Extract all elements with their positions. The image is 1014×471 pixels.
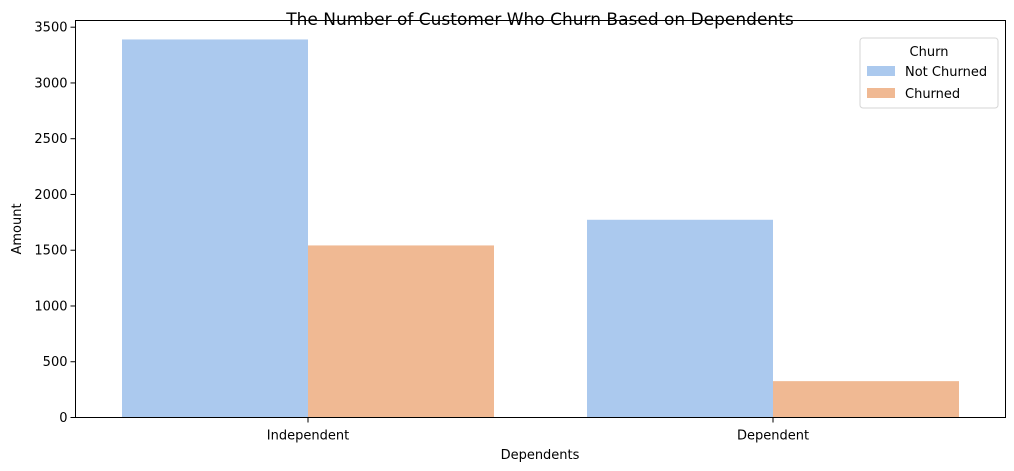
y-tick-label: 1500 — [34, 244, 67, 259]
y-tick-label: 3500 — [34, 21, 67, 36]
bar-churned-dependent — [773, 381, 959, 418]
x-tick-label: Dependent — [737, 429, 809, 444]
legend-entry-label: Not Churned — [905, 65, 987, 80]
y-tick-label: 500 — [43, 355, 68, 370]
legend-swatch — [867, 66, 895, 76]
bars-group — [122, 39, 959, 418]
legend-entry-label: Churned — [905, 87, 960, 102]
x-axis: Independent Dependent — [267, 417, 809, 444]
legend-title: Churn — [910, 45, 949, 60]
bar-churned-independent — [308, 245, 494, 418]
legend-swatch — [867, 88, 895, 98]
y-tick-label: 0 — [59, 411, 67, 426]
plot-frame — [75, 20, 1006, 418]
y-tick-label: 1000 — [34, 299, 67, 314]
y-axis: 0 500 1000 1500 2000 2500 3000 3500 — [34, 21, 76, 426]
x-axis-label: Dependents — [501, 448, 580, 463]
y-tick-label: 3000 — [34, 76, 67, 91]
bar-not-churned-independent — [122, 39, 308, 418]
legend: Churn Not Churned Churned — [859, 37, 999, 109]
y-axis-label: Amount — [10, 203, 25, 254]
y-tick-label: 2000 — [34, 188, 67, 203]
y-tick-label: 2500 — [34, 132, 67, 147]
x-tick-label: Independent — [267, 429, 349, 444]
bar-not-churned-dependent — [587, 219, 773, 418]
